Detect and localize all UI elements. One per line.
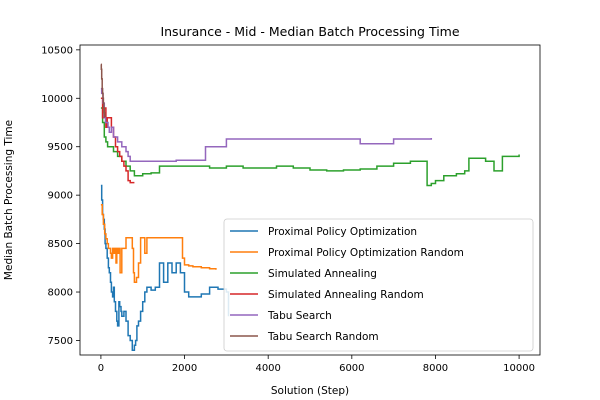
legend-label: Tabu Search	[267, 310, 332, 322]
y-axis-label: Median Batch Processing Time	[3, 120, 15, 280]
x-axis-label: Solution (Step)	[271, 385, 349, 397]
chart-title: Insurance - Mid - Median Batch Processin…	[160, 24, 459, 39]
y-tick-label: 9000	[48, 191, 73, 202]
x-tick-label: 2000	[172, 363, 197, 374]
legend: Proximal Policy Optimization Proximal Pol…	[224, 219, 533, 351]
y-tick-label: 7500	[48, 336, 73, 347]
x-tick-label: 4000	[255, 363, 280, 374]
legend-label: Simulated Annealing Random	[268, 289, 424, 301]
x-tick-label: 10000	[503, 363, 535, 374]
y-tick-label: 9500	[48, 142, 73, 153]
x-axis: 0 2000 4000 6000 8000 10000	[98, 355, 535, 374]
y-tick-label: 10500	[41, 45, 73, 56]
y-axis: 7500 8000 8500 9000 9500 10000 10500	[41, 45, 80, 347]
x-tick-label: 0	[98, 363, 104, 374]
series-line-3	[101, 108, 519, 186]
x-tick-label: 8000	[423, 363, 448, 374]
x-tick-label: 6000	[339, 363, 364, 374]
legend-label: Tabu Search Random	[267, 331, 379, 343]
legend-label: Proximal Policy Optimization	[268, 226, 417, 238]
series-line-2	[101, 205, 216, 282]
series-line-5	[101, 89, 431, 162]
y-tick-label: 10000	[41, 94, 73, 105]
legend-label: Simulated Annealing	[268, 268, 377, 280]
legend-label: Proximal Policy Optimization Random	[268, 247, 464, 259]
y-tick-label: 8500	[48, 239, 73, 250]
y-tick-label: 8000	[48, 288, 73, 299]
